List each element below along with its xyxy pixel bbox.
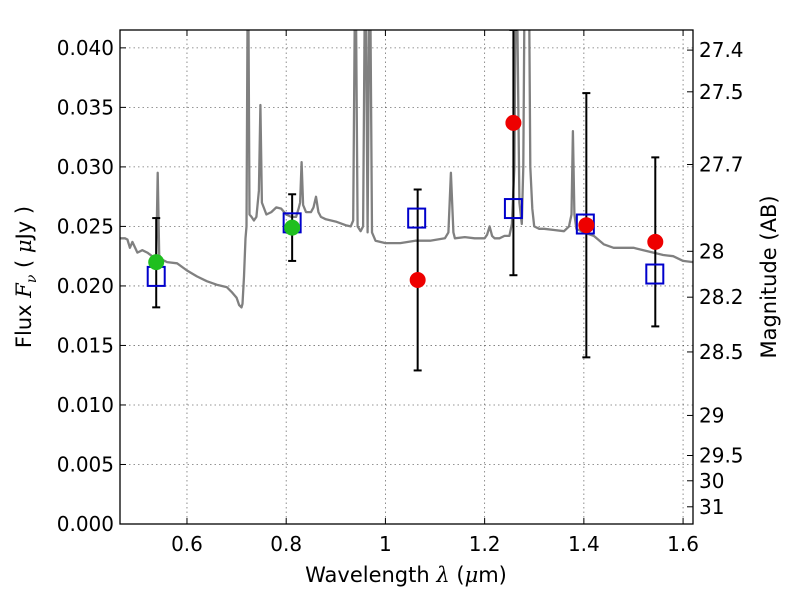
y2-axis-label: Magnitude (AB) [757, 195, 781, 358]
y-tick-label: 0.015 [57, 333, 114, 357]
y2-tick-label: 31 [699, 495, 724, 519]
grid [120, 30, 693, 525]
observed-point [578, 217, 595, 234]
y-tick-label: 0.040 [57, 36, 114, 60]
y-tick-label: 0.030 [57, 155, 114, 179]
y2-tick-label: 27.5 [699, 80, 744, 104]
y2-tick-label: 28.5 [699, 340, 744, 364]
x-tick-label: 1.2 [469, 532, 501, 556]
observed-point [505, 114, 522, 131]
y2-tick-label: 29.5 [699, 444, 744, 468]
model-square [407, 207, 427, 229]
sed-line [120, 30, 693, 309]
y-tick-label: 0.000 [57, 512, 114, 536]
plot-area [120, 30, 693, 372]
x-axis-label: Wavelength λ (μm) [305, 563, 507, 587]
y-axis-label: Flux Fν ( μJy ) [12, 206, 40, 348]
observed-point [284, 219, 301, 236]
plot-frame [119, 29, 694, 525]
y2-tick-label: 28 [699, 239, 724, 263]
y2-tick-label: 27.7 [699, 153, 744, 177]
x-tick-label: 1.6 [667, 532, 699, 556]
x-tick-label: 0.8 [270, 532, 302, 556]
y2-tick-label: 30 [699, 469, 724, 493]
y2-tick-label: 27.4 [699, 38, 744, 62]
observed-point [409, 271, 426, 288]
y-tick-label: 0.005 [57, 452, 114, 476]
x-tick-label: 1 [379, 532, 392, 556]
model-square [503, 198, 523, 220]
y-tick-label: 0.020 [57, 274, 114, 298]
y-tick-label: 0.025 [57, 214, 114, 238]
y-tick-label: 0.035 [57, 95, 114, 119]
model-square [645, 263, 665, 285]
y-tick-label: 0.010 [57, 393, 114, 417]
observed-point [148, 254, 165, 271]
y2-tick-label: 29 [699, 403, 724, 427]
axis-ticks: 0.6 0.8 1 1.2 1.4 1.6 0.000 0.005 0.010 0.015 0.02… [57, 30, 744, 556]
x-tick-label: 1.4 [568, 532, 600, 556]
observed-point [647, 233, 664, 250]
x-tick-label: 0.6 [171, 532, 203, 556]
y2-tick-label: 28.2 [699, 285, 744, 309]
